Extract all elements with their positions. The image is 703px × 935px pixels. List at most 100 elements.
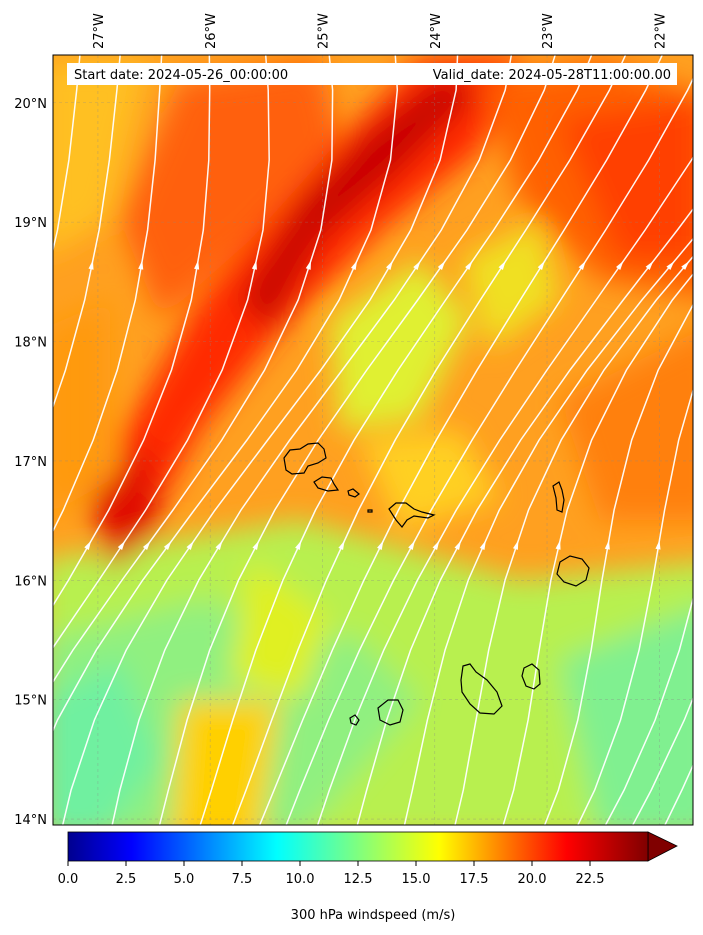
streamline-arrow — [8, 260, 13, 270]
island-maio — [521, 663, 541, 690]
streamline — [285, 77, 693, 825]
map-frame — [52, 54, 694, 826]
streamline-arrow — [465, 260, 473, 270]
streamline-arrow — [88, 260, 94, 270]
streamline-arrow — [696, 261, 703, 270]
streamline-arrow — [385, 260, 393, 270]
lon-tick-label: 22°W — [653, 13, 668, 49]
colorbar-extend-arrow — [647, 831, 678, 862]
streamline-arrow — [454, 540, 462, 550]
colorbar-tick-label: 2.5 — [116, 872, 137, 887]
streamline — [53, 55, 399, 733]
lon-tick-label: 23°W — [541, 13, 556, 49]
streamline — [53, 55, 121, 409]
lat-tick-label: 15°N — [14, 694, 47, 709]
latitude-tick-labels: 20°N 19°N 18°N 17°N 16°N 15°N 14°N — [14, 97, 47, 828]
start-date-label: Start date: 2024-05-26_00:00:00 — [74, 68, 288, 83]
lon-tick-label: 25°W — [316, 13, 331, 49]
colorbar-title: 300 hPa windspeed (m/s) — [291, 908, 456, 923]
lon-tick-label: 27°W — [92, 13, 107, 49]
colorbar-tick-label: 20.0 — [518, 872, 547, 887]
streamline-arrow — [46, 260, 51, 270]
streamline-arrow — [194, 260, 200, 270]
island-boa-vista — [556, 555, 590, 587]
streamline-arrow — [537, 260, 545, 270]
lat-tick-label: 20°N — [14, 97, 47, 112]
lat-tick-label: 19°N — [14, 216, 47, 231]
island-sal — [552, 481, 565, 513]
streamline-arrow — [338, 540, 345, 550]
streamline — [53, 55, 334, 684]
streamline — [454, 255, 693, 825]
streamline-arrow — [645, 261, 654, 270]
streamline — [199, 55, 593, 825]
island-santiago — [460, 663, 503, 715]
streamline-arrow — [215, 540, 223, 550]
coastlines — [283, 442, 590, 726]
streamline — [502, 273, 693, 825]
streamline — [111, 55, 513, 825]
lat-tick-label: 14°N — [14, 813, 47, 828]
streamline-arrow — [616, 260, 624, 270]
colorbar-tick-label: 7.5 — [232, 872, 253, 887]
streamline — [604, 595, 693, 825]
streamline — [0, 20, 39, 860]
lat-tick-label: 16°N — [14, 574, 47, 589]
streamline-arrow — [138, 260, 144, 270]
streamline — [231, 55, 627, 825]
colorbar-gradient — [67, 831, 649, 862]
colorbar-tick-label: 22.5 — [576, 872, 605, 887]
streamline-arrow — [666, 261, 675, 270]
colorbar-tick-label: 10.0 — [286, 872, 315, 887]
streamline — [53, 55, 81, 253]
streamline — [53, 55, 270, 649]
colorbar-tick-label: 0.0 — [58, 872, 79, 887]
lon-tick-label: 24°W — [429, 13, 444, 49]
island-santo-antao — [283, 442, 327, 475]
streamline — [61, 55, 459, 825]
streamline — [158, 55, 556, 825]
colorbar-tick-label: 15.0 — [402, 872, 431, 887]
date-info-box: Start date: 2024-05-26_00:00:00 Valid_da… — [67, 63, 677, 85]
streamline-arrow — [479, 540, 486, 550]
streamline-arrow — [655, 540, 661, 550]
streamline-arrow — [555, 540, 561, 550]
wind-streamlines — [0, 20, 703, 860]
streamline — [356, 207, 693, 825]
streamline — [258, 55, 664, 825]
lat-tick-label: 18°N — [14, 336, 47, 351]
colorbar: 0.0 2.5 5.0 7.5 10.0 12.5 15.0 17.5 20.0 22.5 300… — [58, 831, 678, 923]
streamline-arrow — [42, 541, 48, 550]
lon-tick-label: 26°W — [204, 13, 219, 49]
island-sao-nicolau — [388, 502, 436, 528]
streamline — [577, 387, 693, 825]
streamline-arrow — [295, 540, 302, 550]
streamline — [53, 55, 163, 533]
streamline-arrow — [377, 540, 384, 550]
streamline — [403, 237, 693, 825]
streamline — [631, 696, 693, 825]
streamline-arrow — [408, 540, 415, 550]
colorbar-tick-label: 12.5 — [344, 872, 373, 887]
colorbar-ticks: 0.0 2.5 5.0 7.5 10.0 12.5 15.0 17.5 20.0 22.5 — [58, 861, 605, 887]
streamline-arrow — [252, 540, 260, 550]
island-islet — [367, 509, 373, 513]
streamline-arrow — [117, 540, 126, 550]
island-fogo — [377, 699, 404, 726]
streamline-arrow — [163, 540, 172, 550]
streamline-arrow — [350, 260, 358, 270]
colorbar-tick-label: 5.0 — [174, 872, 195, 887]
streamline-arrow — [437, 260, 446, 270]
island-santa-luzia — [347, 488, 360, 498]
streamline-arrow — [305, 260, 312, 270]
streamline-arrow — [681, 261, 690, 270]
streamline-arrow — [413, 260, 421, 270]
longitude-tick-labels: 27°W 26°W 25°W 24°W 23°W 22°W — [92, 13, 668, 49]
streamline-arrow — [142, 540, 151, 550]
streamline-arrow — [498, 260, 506, 270]
streamline — [53, 55, 211, 607]
island-brava — [349, 714, 360, 726]
streamline-arrow — [84, 540, 92, 550]
streamline-arrow — [186, 540, 194, 550]
